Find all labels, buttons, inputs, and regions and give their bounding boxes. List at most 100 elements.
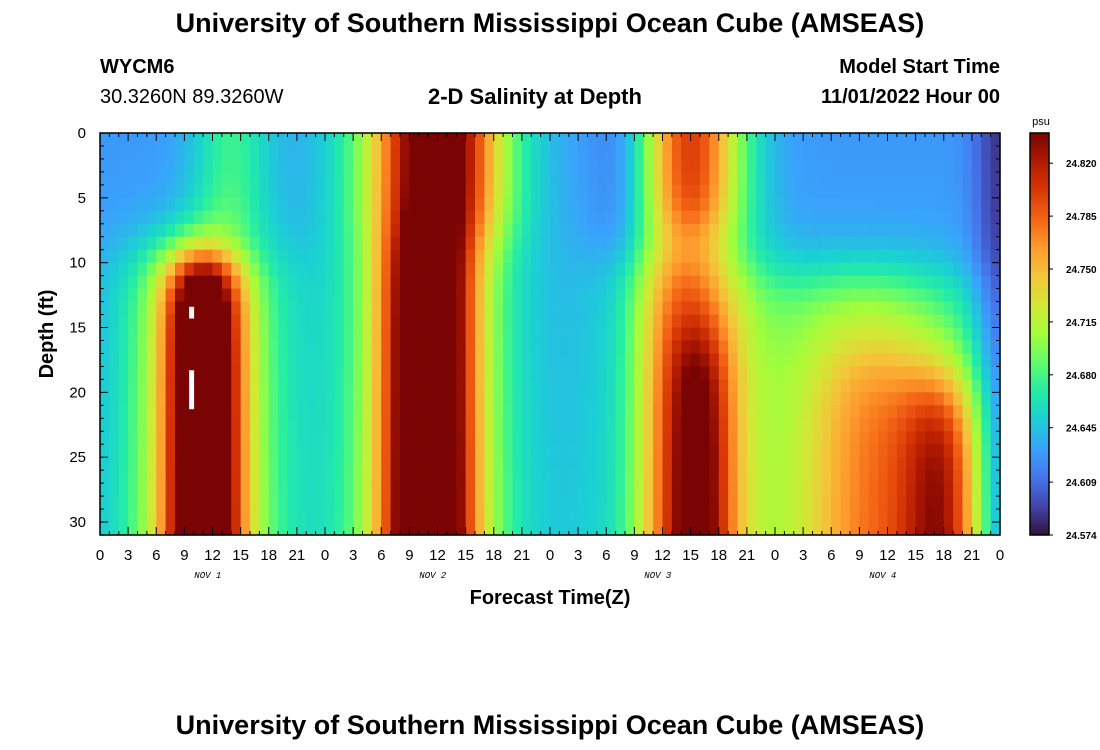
- heatmap-cell: [503, 145, 514, 160]
- heatmap-cell: [109, 171, 120, 186]
- heatmap-cell: [334, 236, 345, 251]
- heatmap-cell: [521, 197, 532, 212]
- heatmap-cell: [306, 327, 317, 342]
- heatmap-cell: [400, 288, 410, 303]
- heatmap-cell: [643, 158, 654, 173]
- heatmap-cell: [681, 249, 692, 264]
- heatmap-cell: [831, 392, 842, 406]
- heatmap-cell: [428, 288, 439, 303]
- heatmap-cell: [165, 483, 176, 497]
- heatmap-cell: [981, 249, 992, 264]
- heatmap-cell: [493, 379, 504, 393]
- heatmap-cell: [371, 483, 382, 497]
- heatmap-cell: [906, 314, 917, 329]
- heatmap-cell: [203, 340, 214, 355]
- heatmap-cell: [521, 431, 532, 445]
- heatmap-cell: [371, 327, 382, 342]
- heatmap-cell: [118, 418, 129, 432]
- heatmap-cell: [278, 236, 289, 251]
- heatmap-cell: [943, 431, 954, 445]
- heatmap-cell: [709, 145, 720, 160]
- heatmap-cell: [784, 392, 795, 406]
- heatmap-cell: [653, 249, 664, 264]
- heatmap-cell: [878, 223, 889, 238]
- heatmap-cell: [971, 171, 982, 186]
- heatmap-cell: [156, 262, 167, 277]
- heatmap-cell: [643, 288, 654, 303]
- heatmap-cell: [615, 249, 626, 264]
- heatmap-cell: [400, 184, 410, 199]
- heatmap-cell: [278, 496, 289, 510]
- heatmap-cell: [353, 457, 364, 471]
- heatmap-cell: [784, 353, 795, 368]
- heatmap-cell: [503, 405, 514, 419]
- heatmap-cell: [878, 353, 889, 368]
- heatmap-cell: [784, 340, 795, 355]
- heatmap-cell: [315, 470, 326, 484]
- heatmap-cell: [259, 262, 270, 277]
- heatmap-cell: [418, 236, 429, 251]
- heatmap-cell: [718, 522, 729, 536]
- heatmap-cell: [165, 470, 176, 484]
- heatmap-cell: [850, 171, 860, 186]
- x-tick-label: 15: [682, 547, 699, 564]
- heatmap-cell: [559, 236, 570, 251]
- heatmap-cell: [868, 431, 879, 445]
- heatmap-cell: [540, 262, 551, 277]
- heatmap-cell: [981, 405, 992, 419]
- heatmap-cell: [596, 158, 607, 173]
- heatmap-cell: [896, 223, 907, 238]
- heatmap-cell: [850, 288, 860, 303]
- heatmap-cell: [615, 340, 626, 355]
- heatmap-cell: [728, 522, 739, 536]
- heatmap-cell: [221, 366, 232, 380]
- heatmap-cell: [296, 496, 307, 510]
- heatmap-cell: [287, 366, 298, 380]
- heatmap-cell: [634, 483, 645, 497]
- heatmap-cell: [118, 366, 129, 380]
- heatmap-cell: [784, 288, 795, 303]
- heatmap-cell: [540, 457, 551, 471]
- heatmap-cell: [231, 171, 242, 186]
- heatmap-cell: [175, 249, 185, 264]
- heatmap-cell: [512, 353, 523, 368]
- heatmap-cell: [175, 145, 185, 160]
- heatmap-cell: [925, 171, 935, 186]
- heatmap-cell: [971, 353, 982, 368]
- heatmap-cell: [418, 171, 429, 186]
- heatmap-cell: [296, 197, 307, 212]
- heatmap-cell: [315, 314, 326, 329]
- x-tick-label: 0: [546, 547, 554, 564]
- heatmap-cell: [718, 444, 729, 458]
- heatmap-cell: [381, 483, 392, 497]
- heatmap-cell: [765, 522, 776, 536]
- heatmap-cell: [175, 184, 185, 199]
- heatmap-cell: [212, 392, 223, 406]
- heatmap-cell: [278, 522, 289, 536]
- heatmap-cell: [578, 496, 589, 510]
- heatmap-cell: [493, 262, 504, 277]
- heatmap-cell: [700, 353, 710, 368]
- heatmap-cell: [475, 262, 485, 277]
- heatmap-cell: [203, 470, 214, 484]
- heatmap-cell: [325, 379, 335, 393]
- heatmap-cell: [381, 223, 392, 238]
- heatmap-cell: [446, 184, 457, 199]
- heatmap-cell: [409, 418, 420, 432]
- heatmap-cell: [306, 236, 317, 251]
- heatmap-cell: [325, 288, 335, 303]
- heatmap-cell: [240, 392, 251, 406]
- heatmap-cell: [709, 340, 720, 355]
- x-tick-label: 6: [377, 547, 385, 564]
- heatmap-cell: [409, 262, 420, 277]
- heatmap-cell: [803, 184, 814, 199]
- heatmap-cell: [343, 210, 354, 225]
- heatmap-cell: [962, 340, 973, 355]
- heatmap-cell: [934, 133, 945, 147]
- heatmap-cell: [737, 249, 748, 264]
- heatmap-cell: [493, 275, 504, 290]
- heatmap-cell: [559, 522, 570, 536]
- heatmap-cell: [465, 392, 476, 406]
- heatmap-cell: [278, 379, 289, 393]
- heatmap-cell: [906, 288, 917, 303]
